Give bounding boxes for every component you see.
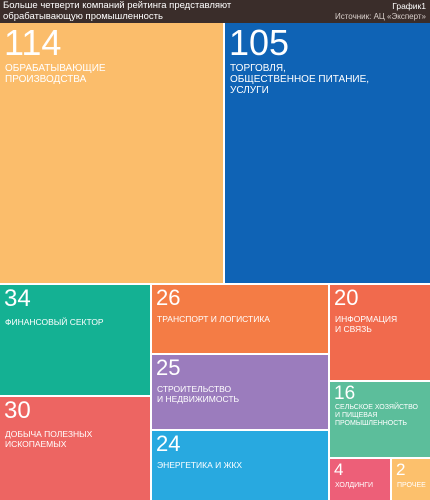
tile-value: 114: [4, 23, 62, 63]
tile-label-line: ПРОИЗВОДСТВА: [5, 74, 87, 86]
tile-label: ЭНЕРГЕТИКА И ЖКХ: [157, 460, 243, 471]
tile-label-line: СТРОИТЕЛЬСТВО: [157, 384, 232, 394]
tile-label-line: УСЛУГИ: [230, 85, 269, 97]
chart-header: Больше четверти компаний рейтинга предст…: [0, 0, 430, 23]
chart-title-line-2: обрабатывающую промышленность: [3, 10, 163, 22]
tile-label: ТОРГОВЛЯ, ОБЩЕСТВЕННОЕ ПИТАНИЕ, УСЛУГИ: [230, 63, 369, 97]
tile-label: ХОЛДИНГИ: [335, 482, 373, 490]
tile-value: 34: [4, 285, 31, 312]
tile-value: 30: [4, 397, 31, 424]
chart-title: Больше четверти компаний рейтинга предст…: [3, 0, 303, 22]
chart-title-line-1: Больше четверти компаний рейтинга предст…: [3, 0, 232, 11]
tile-label: ТРАНСПОРТ И ЛОГИСТИКА: [157, 314, 270, 325]
treemap-tile: 30 ДОБЫЧА ПОЛЕЗНЫХ ИСКОПАЕМЫХ: [0, 397, 152, 500]
chart-label: График1: [392, 1, 426, 11]
treemap-tile: 26 ТРАНСПОРТ И ЛОГИСТИКА: [152, 285, 330, 355]
tile-label: СЕЛЬСКОЕ ХОЗЯЙСТВО И ПИЩЕВАЯ ПРОМЫШЛЕННОСТ…: [335, 404, 418, 427]
tile-label-line: ПРОЧЕЕ: [397, 482, 426, 489]
tile-value: 20: [334, 285, 359, 310]
treemap-tile: 4 ХОЛДИНГИ: [330, 459, 392, 500]
tile-label-line: ХОЛДИНГИ: [335, 482, 374, 489]
treemap-tile: 20 ИНФОРМАЦИЯ И СВЯЗЬ: [330, 285, 430, 382]
tile-label-line: ТОРГОВЛЯ,: [230, 63, 286, 74]
tile-label-line: ИНФОРМАЦИЯ: [335, 314, 398, 324]
tile-label: ПРОЧЕЕ: [397, 482, 426, 490]
tile-label-line: И ПИЩЕВАЯ: [335, 411, 378, 419]
tile-label-line: ОБЩЕСТВЕННОЕ ПИТАНИЕ,: [230, 74, 370, 86]
tile-label-line: ДОБЫЧА ПОЛЕЗНЫХ: [5, 429, 93, 439]
tile-label-line: ФИНАНСОВЫЙ СЕКТОР: [5, 317, 104, 327]
tile-label: ФИНАНСОВЫЙ СЕКТОР: [5, 317, 104, 328]
tile-label: ДОБЫЧА ПОЛЕЗНЫХ ИСКОПАЕМЫХ: [5, 429, 93, 449]
tile-label-line: ОБРАБАТЫВАЮЩИЕ: [5, 63, 106, 74]
tile-label-line: И СВЯЗЬ: [335, 323, 372, 334]
tile-value: 26: [156, 285, 181, 310]
tile-label-line: ЭНЕРГЕТИКА И ЖКХ: [157, 460, 243, 470]
tile-label-line: ИСКОПАЕМЫХ: [5, 438, 67, 449]
tile-value: 24: [156, 431, 181, 456]
tile-label-line: ТРАНСПОРТ И ЛОГИСТИКА: [157, 314, 270, 324]
tile-value: 105: [229, 23, 290, 63]
treemap-tile: 2 ПРОЧЕЕ: [392, 459, 430, 500]
tile-label-line: И НЕДВИЖИМОСТЬ: [157, 393, 240, 404]
tile-label-line: СЕЛЬСКОЕ ХОЗЯЙСТВО: [335, 404, 418, 411]
tile-label: ИНФОРМАЦИЯ И СВЯЗЬ: [335, 314, 398, 334]
treemap-tile: 16 СЕЛЬСКОЕ ХОЗЯЙСТВО И ПИЩЕВАЯ ПРОМЫШЛЕННО…: [330, 382, 430, 459]
tile-label-line: ПРОМЫШЛЕННОСТЬ: [335, 419, 407, 427]
tile-value: 4: [334, 460, 344, 479]
tile-label: СТРОИТЕЛЬСТВО И НЕДВИЖИМОСТЬ: [157, 384, 240, 404]
treemap-tile: 34 ФИНАНСОВЫЙ СЕКТОР: [0, 285, 152, 397]
treemap-tile: 24 ЭНЕРГЕТИКА И ЖКХ: [152, 431, 330, 500]
tile-value: 25: [156, 355, 181, 380]
treemap-tile: 25 СТРОИТЕЛЬСТВО И НЕДВИЖИМОСТЬ: [152, 355, 330, 431]
tile-value: 2: [396, 460, 406, 479]
tile-label: ОБРАБАТЫВАЮЩИЕ ПРОИЗВОДСТВА: [5, 63, 106, 85]
treemap-tile: 114 ОБРАБАТЫВАЮЩИЕ ПРОИЗВОДСТВА: [0, 23, 225, 285]
treemap: 114 ОБРАБАТЫВАЮЩИЕ ПРОИЗВОДСТВА 105 ТОРГОВЛЯ…: [0, 23, 430, 500]
chart-source: Источник: АЦ «Эксперт»: [334, 11, 426, 21]
tile-value: 16: [334, 383, 356, 404]
chart-meta: График1 Источник: АЦ «Эксперт»: [335, 1, 426, 22]
treemap-tile: 105 ТОРГОВЛЯ, ОБЩЕСТВЕННОЕ ПИТАНИЕ, УСЛУГИ: [225, 23, 430, 285]
